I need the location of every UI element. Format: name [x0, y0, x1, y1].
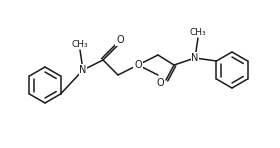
Text: CH₃: CH₃ [190, 28, 206, 37]
Text: N: N [191, 53, 199, 63]
Text: O: O [116, 35, 124, 45]
Text: N: N [79, 65, 87, 75]
Text: O: O [156, 78, 164, 88]
Text: CH₃: CH₃ [72, 40, 88, 49]
Text: O: O [134, 60, 142, 70]
